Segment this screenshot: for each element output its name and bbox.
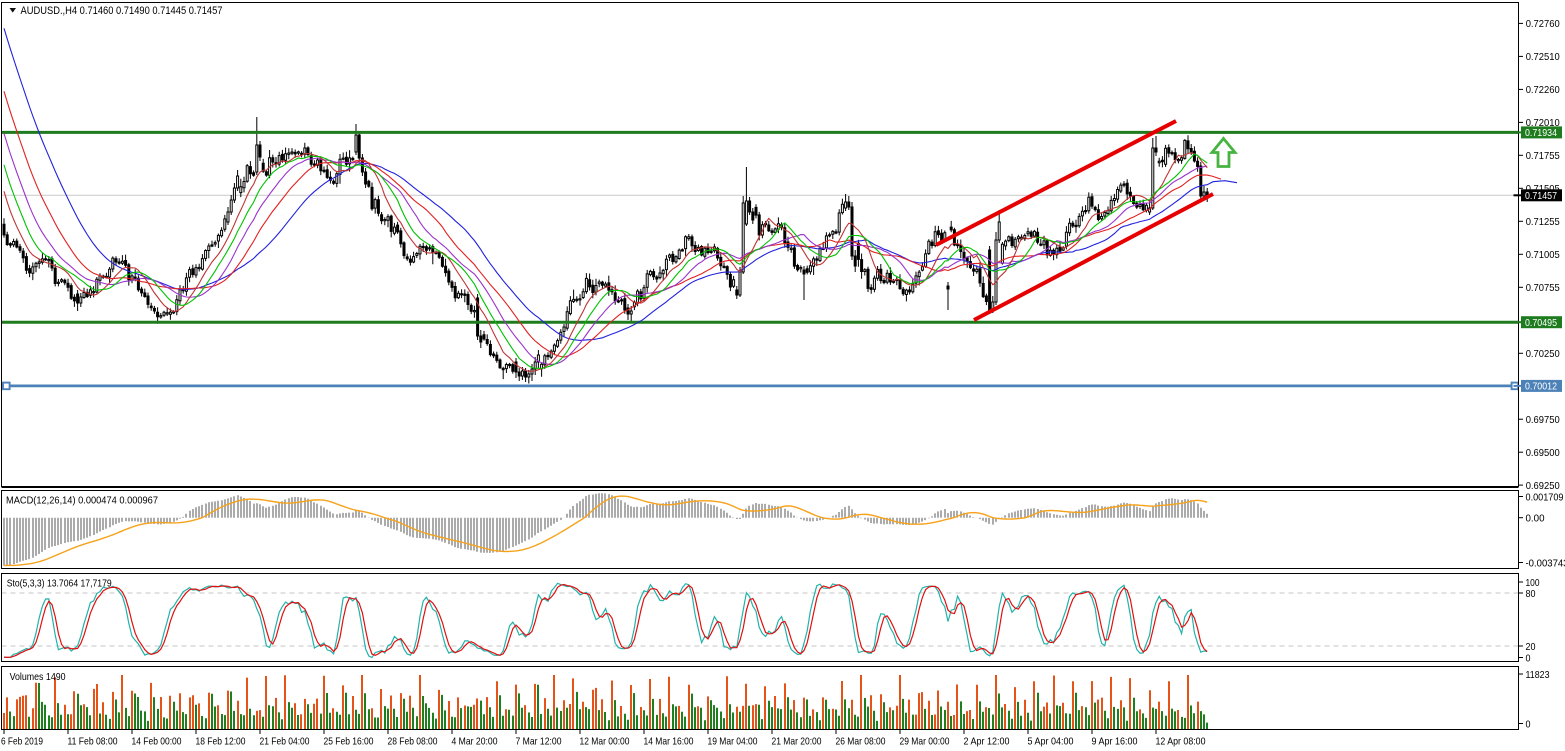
svg-text:18 Feb 12:00: 18 Feb 12:00 [196,736,246,748]
svg-text:12 Apr 08:00: 12 Apr 08:00 [1156,736,1206,748]
svg-text:29 Mar 00:00: 29 Mar 00:00 [900,736,950,748]
svg-text:14 Feb 00:00: 14 Feb 00:00 [132,736,182,748]
svg-text:0.70755: 0.70755 [1526,282,1560,294]
svg-text:0.70012: 0.70012 [1525,381,1557,393]
svg-text:80: 80 [1526,588,1536,600]
svg-text:0.72010: 0.72010 [1526,117,1560,129]
svg-text:25 Feb 16:00: 25 Feb 16:00 [324,736,374,748]
svg-text:0.001709: 0.001709 [1526,491,1564,503]
svg-text:0.71255: 0.71255 [1526,216,1560,228]
svg-text:5 Apr 04:00: 5 Apr 04:00 [1028,736,1074,748]
svg-text:0.71005: 0.71005 [1526,249,1560,261]
svg-text:0.70495: 0.70495 [1525,317,1557,329]
svg-text:0.69250: 0.69250 [1526,480,1560,492]
svg-text:0.72510: 0.72510 [1526,51,1560,63]
svg-text:0.71755: 0.71755 [1526,150,1560,162]
svg-text:14 Mar 16:00: 14 Mar 16:00 [644,736,694,748]
svg-text:21 Feb 04:00: 21 Feb 04:00 [260,736,310,748]
svg-text:26 Mar 08:00: 26 Mar 08:00 [836,736,886,748]
svg-text:20: 20 [1526,641,1536,653]
svg-text:Sto(5,3,3) 13.7064 17,7179: Sto(5,3,3) 13.7064 17,7179 [7,578,112,590]
svg-text:0.00: 0.00 [1526,513,1545,525]
svg-text:7 Mar 12:00: 7 Mar 12:00 [516,736,562,748]
svg-text:-0.003743: -0.003743 [1526,557,1565,569]
svg-text:0.72260: 0.72260 [1526,84,1560,96]
svg-text:AUDUSD.,H4 0.71460 0.71490 0.: AUDUSD.,H4 0.71460 0.71490 0.71445 0.714… [21,5,223,17]
svg-text:2 Apr 12:00: 2 Apr 12:00 [964,736,1010,748]
svg-text:0.72760: 0.72760 [1526,18,1560,30]
svg-text:28 Feb 08:00: 28 Feb 08:00 [388,736,438,748]
svg-text:9 Apr 16:00: 9 Apr 16:00 [1092,736,1138,748]
svg-text:100: 100 [1526,577,1540,589]
svg-text:21 Mar 20:00: 21 Mar 20:00 [772,736,822,748]
svg-text:11 Feb 08:00: 11 Feb 08:00 [68,736,118,748]
svg-text:0.70250: 0.70250 [1526,348,1560,360]
svg-text:12 Mar 00:00: 12 Mar 00:00 [580,736,630,748]
svg-text:0: 0 [1526,652,1531,664]
svg-text:MACD(12,26,14) 0.000474 0.0009: MACD(12,26,14) 0.000474 0.000967 [6,495,158,507]
svg-text:0.69500: 0.69500 [1526,447,1560,459]
svg-text:6 Feb 2019: 6 Feb 2019 [1,736,43,748]
svg-text:0: 0 [1526,718,1531,730]
svg-text:11823: 11823 [1526,669,1550,681]
svg-text:Volumes 1490: Volumes 1490 [10,671,66,683]
svg-text:19 Mar 04:00: 19 Mar 04:00 [708,736,758,748]
svg-text:0.71934: 0.71934 [1525,127,1557,139]
svg-text:0.71457: 0.71457 [1525,190,1557,202]
svg-text:0.69750: 0.69750 [1526,414,1560,426]
svg-text:4 Mar 20:00: 4 Mar 20:00 [452,736,498,748]
